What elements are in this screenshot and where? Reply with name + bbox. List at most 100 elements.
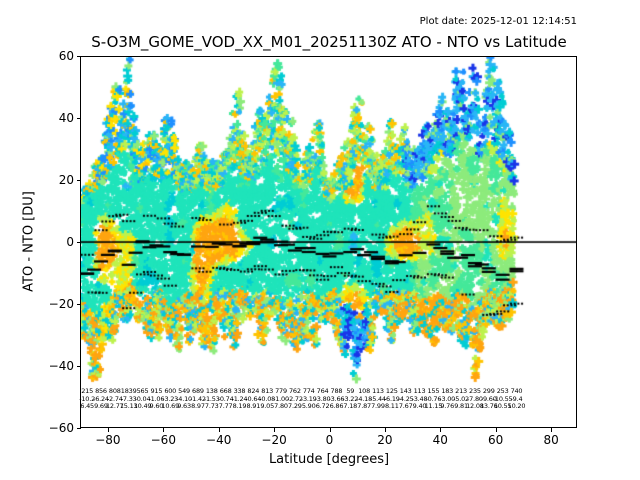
bin-count-value: 740 bbox=[510, 387, 523, 395]
y-tick-label: −20 bbox=[48, 297, 74, 311]
bin-count-value: 125 bbox=[385, 387, 398, 395]
bin-std-value: 7.73 bbox=[204, 402, 219, 410]
bin-std-value: 8.11 bbox=[384, 402, 399, 410]
bin-mean-value: -1.24 bbox=[231, 394, 248, 403]
bin-count-value: 915 bbox=[150, 387, 163, 395]
bin-mean-value: -3.48 bbox=[411, 394, 428, 403]
bin-std-value: 10.49 bbox=[133, 402, 152, 410]
bin-mean-value: -1.42 bbox=[190, 394, 206, 403]
bin-count-value: 788 bbox=[330, 387, 343, 395]
bin-count-value: 235 bbox=[469, 387, 481, 395]
bin-mean-value: -10.2 bbox=[79, 394, 96, 403]
bin-count-value: 143 bbox=[399, 387, 412, 395]
bin-count-value: 59 bbox=[346, 387, 355, 395]
bin-std-value: 7.18 bbox=[343, 402, 358, 410]
bin-std-value: 9.60 bbox=[149, 402, 164, 410]
bin-count-value: 155 bbox=[427, 387, 440, 395]
x-tick-label: −60 bbox=[150, 433, 176, 447]
bin-mean-value: -0.64 bbox=[245, 394, 262, 403]
bin-std-value: 11.15 bbox=[424, 402, 443, 410]
bin-std-value: 6.86 bbox=[329, 402, 344, 410]
bin-count-value: 689 bbox=[192, 387, 204, 395]
bin-mean-value: -3.19 bbox=[300, 394, 317, 403]
x-tick-label: −20 bbox=[261, 433, 287, 447]
bin-std-value: 9.40 bbox=[412, 402, 427, 410]
bin-mean-value: -5.02 bbox=[453, 394, 469, 403]
y-tick-mark bbox=[77, 56, 81, 57]
bin-count-value: 668 bbox=[219, 387, 232, 395]
bin-std-value: 7.80 bbox=[274, 402, 288, 410]
bin-mean-value: -0.76 bbox=[425, 394, 442, 403]
y-tick-mark bbox=[77, 428, 81, 429]
y-tick-label: 0 bbox=[66, 235, 74, 249]
bin-mean-value: -5.44 bbox=[370, 394, 386, 403]
bin-mean-value: -2.74 bbox=[106, 394, 123, 403]
bin-std-value: 10.69 bbox=[161, 402, 180, 410]
bin-mean-value: -1.53 bbox=[203, 394, 220, 403]
bin-mean-value: -1.00 bbox=[273, 394, 289, 403]
bin-std-value: 9.81 bbox=[454, 402, 468, 410]
page-title: S-O3M_GOME_VOD_XX_M01_20251130Z ATO - NT… bbox=[91, 33, 567, 51]
x-tick-mark bbox=[218, 428, 220, 432]
bin-std-value: 13.76 bbox=[479, 402, 498, 410]
x-tick-label: 0 bbox=[325, 433, 334, 447]
bin-mean-value: -6.24 bbox=[93, 394, 109, 403]
bin-std-value: 9.63 bbox=[177, 402, 191, 410]
bin-count-value: 764 bbox=[316, 387, 329, 395]
bin-mean-value: -3.66 bbox=[328, 394, 345, 403]
bin-count-value: 138 bbox=[205, 387, 218, 395]
bin-std-value: 6.72 bbox=[315, 402, 330, 410]
scatter-canvas bbox=[81, 57, 577, 428]
bin-mean-value: -4.25 bbox=[397, 394, 414, 403]
bin-count-value: 824 bbox=[247, 387, 260, 395]
bin-mean-value: -9.60 bbox=[480, 394, 497, 403]
x-tick-mark bbox=[384, 428, 386, 432]
bin-count-value: 600 bbox=[164, 387, 177, 395]
bin-std-value: 7.77 bbox=[218, 402, 233, 410]
bin-mean-value: -4.18 bbox=[356, 394, 373, 403]
bin-std-value: 6.45 bbox=[80, 402, 94, 410]
y-tick-mark bbox=[77, 180, 81, 181]
bin-std-value: 12.08 bbox=[466, 402, 484, 410]
bin-count-value: 774 bbox=[302, 387, 315, 395]
y-tick-mark bbox=[77, 242, 81, 243]
bin-count-value: 1839 bbox=[120, 387, 137, 395]
y-tick-mark bbox=[77, 304, 81, 305]
bin-count-value: 813 bbox=[261, 387, 274, 395]
bin-std-value: 10.55 bbox=[493, 402, 512, 410]
bin-count-value: 549 bbox=[178, 387, 190, 395]
x-tick-label: −80 bbox=[95, 433, 121, 447]
bin-count-value: 299 bbox=[482, 387, 495, 395]
bin-mean-value: -3.22 bbox=[342, 394, 359, 403]
plot-date: Plot date: 2025-12-01 12:14:51 bbox=[419, 16, 577, 27]
bin-std-value: 9.05 bbox=[260, 402, 275, 410]
bin-mean-value: -7.80 bbox=[467, 394, 483, 403]
bin-std-value: 7.67 bbox=[398, 402, 413, 410]
x-tick-label: 80 bbox=[543, 433, 559, 447]
bin-count-value: 108 bbox=[358, 387, 371, 395]
bin-count-value: 565 bbox=[136, 387, 149, 395]
x-tick-label: 60 bbox=[488, 433, 504, 447]
bin-count-value: 338 bbox=[233, 387, 246, 395]
bin-mean-value: -10.55 bbox=[492, 394, 513, 403]
y-tick-label: 60 bbox=[58, 49, 74, 63]
bin-std-value: 5.90 bbox=[301, 402, 316, 410]
bin-mean-value: -7.33 bbox=[120, 394, 137, 403]
y-tick-mark bbox=[77, 366, 81, 367]
x-tick-label: 20 bbox=[377, 433, 393, 447]
bin-count-value: 113 bbox=[413, 387, 426, 395]
bin-std-value: 9.69 bbox=[94, 402, 108, 410]
bin-mean-value: -0.08 bbox=[259, 394, 276, 403]
bin-std-value: 7.29 bbox=[288, 402, 302, 410]
bin-count-value: 213 bbox=[455, 387, 467, 395]
x-tick-mark bbox=[274, 428, 276, 432]
bin-mean-value: -0.04 bbox=[134, 394, 151, 403]
bin-std-value: 8.91 bbox=[246, 402, 261, 410]
x-axis-label: Latitude [degrees] bbox=[268, 452, 390, 467]
bin-mean-value: -2.72 bbox=[286, 394, 303, 403]
y-tick-label: −40 bbox=[48, 359, 74, 373]
x-tick-label: 40 bbox=[432, 433, 448, 447]
bin-std-value: 9.76 bbox=[440, 402, 455, 410]
bin-mean-value: -1.06 bbox=[148, 394, 165, 403]
